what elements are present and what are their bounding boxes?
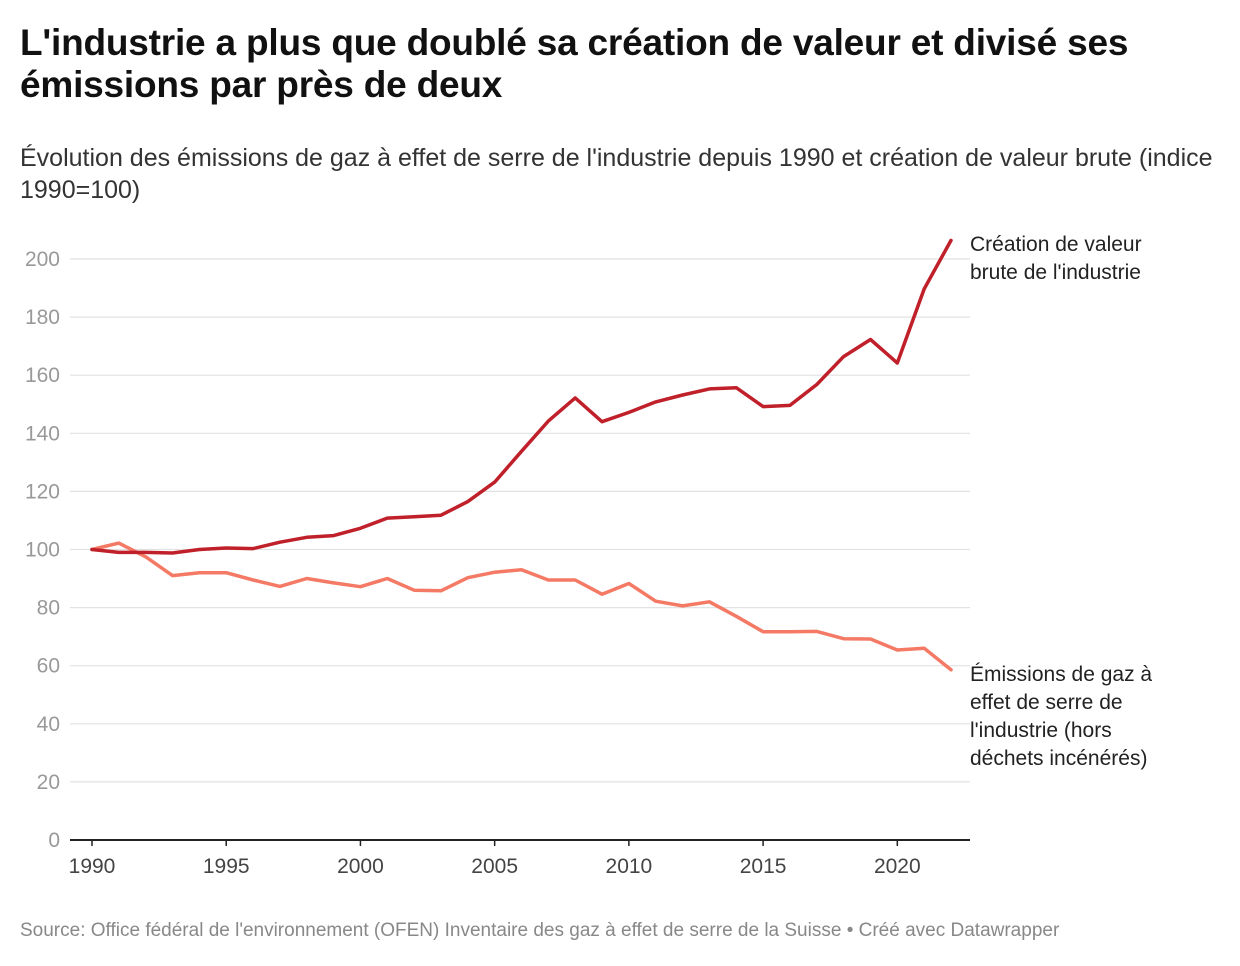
y-tick-label: 80 <box>37 597 60 620</box>
y-tick-label: 200 <box>25 248 60 271</box>
chart-title: L'industrie a plus que doublé sa créatio… <box>20 22 1129 105</box>
x-tick-label: 1990 <box>69 855 116 878</box>
y-tick-label: 0 <box>48 829 60 852</box>
series-label-valeur: Création de valeur brute de l'industrie <box>970 233 1142 284</box>
series-labels: Création de valeur brute de l'industrie Ém… <box>970 233 1152 770</box>
y-axis-ticks: 0 20 40 60 80 100 120 140 160 180 200 <box>25 248 60 852</box>
grid-lines <box>70 258 970 841</box>
line-chart: 0 20 40 60 80 100 120 140 160 180 200 1990 1995 2000… <box>25 233 1152 878</box>
x-tick-label: 2015 <box>740 855 787 878</box>
series-line-valeur <box>90 238 953 555</box>
y-tick-label: 180 <box>25 306 60 329</box>
y-tick-label: 20 <box>37 771 60 794</box>
y-tick-label: 140 <box>25 422 60 445</box>
series-label-emissions: Émissions de gaz à effet de serre de l'ind… <box>970 663 1152 770</box>
y-tick-label: 60 <box>37 655 60 678</box>
x-axis-ticks: 1990 1995 2000 2005 2010 2015 2020 <box>69 840 921 878</box>
x-tick-label: 2020 <box>874 855 921 878</box>
y-tick-label: 160 <box>25 364 60 387</box>
series-line-emissions <box>90 541 953 672</box>
y-tick-label: 120 <box>25 480 60 503</box>
source-note: Source: Office fédéral de l'environnemen… <box>20 920 1060 941</box>
y-tick-label: 100 <box>25 539 60 562</box>
series-lines <box>90 238 953 672</box>
x-tick-label: 2005 <box>471 855 518 878</box>
chart-subtitle: Évolution des émissions de gaz à effet d… <box>20 144 1213 204</box>
y-tick-label: 40 <box>37 713 60 736</box>
x-tick-label: 1995 <box>203 855 250 878</box>
x-tick-label: 2010 <box>606 855 653 878</box>
x-tick-label: 2000 <box>337 855 384 878</box>
